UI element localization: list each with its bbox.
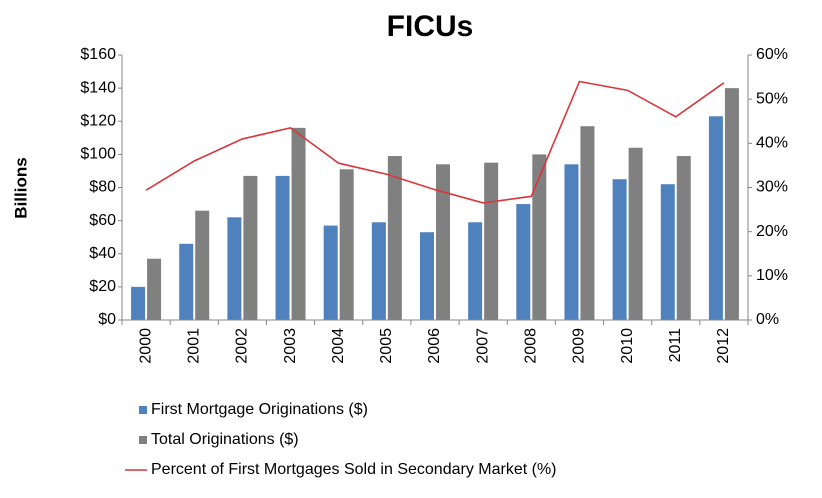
y2-tick-label: 40% — [756, 135, 788, 152]
y-axis-label: Billions — [11, 157, 30, 218]
bar — [628, 147, 643, 320]
line — [145, 80, 725, 204]
bar — [147, 258, 162, 320]
x-tick-label: 2011 — [667, 328, 684, 363]
x-tick-label: 2003 — [282, 328, 299, 364]
x-tick-label: 2010 — [619, 328, 636, 364]
bar — [387, 156, 402, 320]
bar — [484, 162, 499, 320]
bar — [195, 210, 210, 320]
legend-label: Percent of First Mortgages Sold in Secon… — [151, 461, 557, 478]
y-tick-label: $20 — [89, 278, 116, 295]
legend-label: Total Originations ($) — [151, 431, 299, 448]
bar — [323, 225, 338, 320]
bar — [291, 127, 306, 320]
y-tick-label: $120 — [80, 112, 116, 129]
x-tick-label: 2007 — [474, 328, 491, 364]
y-tick-label: $40 — [89, 245, 116, 262]
bar — [371, 222, 386, 320]
bar — [420, 232, 434, 320]
y-tick-label: $60 — [89, 212, 116, 229]
legend-label: First Mortgage Originations ($) — [151, 401, 368, 418]
y-tick-label: $0 — [98, 311, 116, 328]
bar — [532, 154, 547, 320]
y2-tick-label: 20% — [756, 223, 788, 240]
bar — [275, 175, 290, 320]
x-tick-label: 2009 — [571, 328, 588, 364]
bar — [339, 169, 354, 320]
y-tick-label: $100 — [80, 146, 116, 163]
bar — [131, 286, 146, 320]
y-tick-label: $80 — [89, 179, 116, 196]
x-tick-label: 2001 — [185, 328, 202, 364]
legend-swatch — [139, 436, 147, 444]
x-tick-label: 2006 — [426, 328, 443, 364]
x-tick-label: 2008 — [523, 328, 540, 364]
bar — [612, 179, 627, 320]
y2-tick-label: 30% — [756, 179, 788, 196]
bar — [580, 126, 595, 320]
bar — [468, 222, 483, 320]
bar — [516, 204, 531, 320]
x-tick-label: 2002 — [234, 328, 251, 364]
bar — [564, 164, 579, 320]
x-tick-label: 2012 — [715, 328, 732, 364]
x-tick-label: 2005 — [378, 328, 395, 364]
bar — [660, 184, 675, 320]
bar — [676, 156, 691, 320]
x-tick-label: 2004 — [330, 328, 347, 364]
y2-tick-label: 60% — [756, 46, 788, 63]
bar — [436, 164, 450, 320]
chart-title: FICUs — [387, 10, 474, 43]
bar — [724, 88, 739, 320]
bar — [243, 175, 258, 320]
bar — [227, 217, 242, 320]
y-tick-label: $140 — [80, 79, 116, 96]
legend-swatch — [139, 406, 147, 414]
y2-tick-label: 10% — [756, 267, 788, 284]
y2-tick-label: 0% — [756, 311, 779, 328]
bar — [708, 116, 723, 320]
x-tick-label: 2000 — [137, 328, 154, 364]
y-tick-label: $160 — [80, 46, 116, 63]
y2-tick-label: 50% — [756, 90, 788, 107]
bar — [179, 243, 194, 320]
